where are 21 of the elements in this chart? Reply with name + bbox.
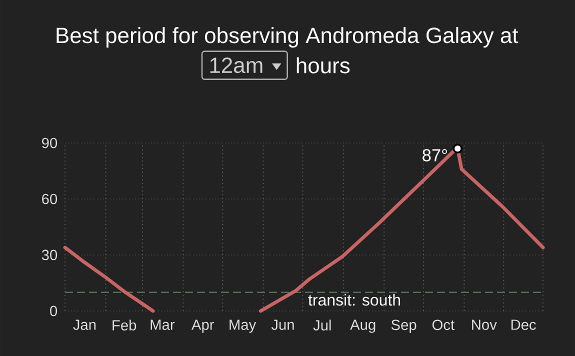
x-tick-label: Oct [432,320,455,330]
ref-line-label: transit: south [308,294,400,306]
x-tick-label: Jun [271,320,294,330]
x-tick-label: Feb [112,320,136,330]
y-tick-label: 0 [50,306,58,316]
x-tick-label: Dec [511,320,536,330]
x-tick-label: Mar [150,320,175,330]
y-tick-label: 60 [42,194,58,204]
x-tick-label: Sep [391,320,416,333]
chart-subtitle: 12am [210,58,262,74]
x-tick-label: Apr [192,320,214,333]
x-tick-label: Jan [73,320,96,330]
chart-title: Best period for observing Andromeda Galaxy at [56,27,518,48]
x-tick-label: Aug [350,320,376,333]
text: hours [296,57,350,74]
x-tick-label: Nov [472,320,497,330]
x-tick-label: May [230,320,256,333]
x-tick-label: Jul [313,320,331,330]
y-tick-label: 90 [42,138,58,148]
data-label: 87° [422,149,448,162]
y-tick-label: 30 [42,250,58,260]
